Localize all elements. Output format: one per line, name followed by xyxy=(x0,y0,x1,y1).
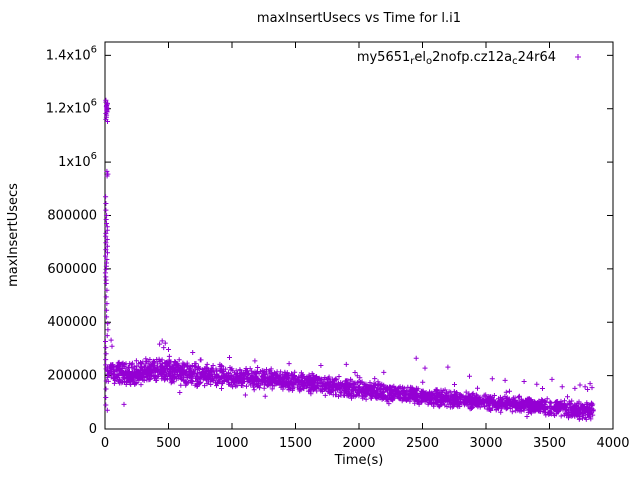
scatter-points xyxy=(102,97,596,422)
data-points xyxy=(102,97,596,422)
y-tick-label: 400000 xyxy=(47,315,97,330)
y-axis-label: maxInsertUsecs xyxy=(6,183,21,287)
x-axis-label: Time(s) xyxy=(334,453,384,468)
y-tick-label: 600000 xyxy=(47,262,97,277)
legend-label: my5651relo2nofp.cz12ac24r64 xyxy=(357,50,556,67)
x-tick-label: 4000 xyxy=(596,436,629,451)
x-tick-label: 2500 xyxy=(406,436,439,451)
chart-title: maxInsertUsecs vs Time for l.i1 xyxy=(257,11,461,26)
y-tick-label: 800000 xyxy=(47,208,97,223)
x-tick-label: 2000 xyxy=(342,436,375,451)
y-tick-label: 1.2x106 xyxy=(46,98,97,117)
x-tick-label: 0 xyxy=(101,436,109,451)
x-tick-label: 500 xyxy=(156,436,181,451)
y-tick-label: 1x106 xyxy=(58,151,97,170)
x-tick-label: 1000 xyxy=(215,436,248,451)
y-tick-label: 200000 xyxy=(47,369,97,384)
x-tick-label: 3000 xyxy=(469,436,502,451)
x-tick-label: 3500 xyxy=(533,436,566,451)
legend-marker-plus xyxy=(575,54,581,60)
y-tick-label: 0 xyxy=(89,422,97,437)
legend: my5651relo2nofp.cz12ac24r64 xyxy=(357,50,581,67)
axes: 0 500 1000 1500 2000 2500 3000 3500 4000 0 200000 4… xyxy=(46,41,630,451)
x-tick-label: 1500 xyxy=(279,436,312,451)
y-tick-label: 1.4x106 xyxy=(46,44,97,63)
